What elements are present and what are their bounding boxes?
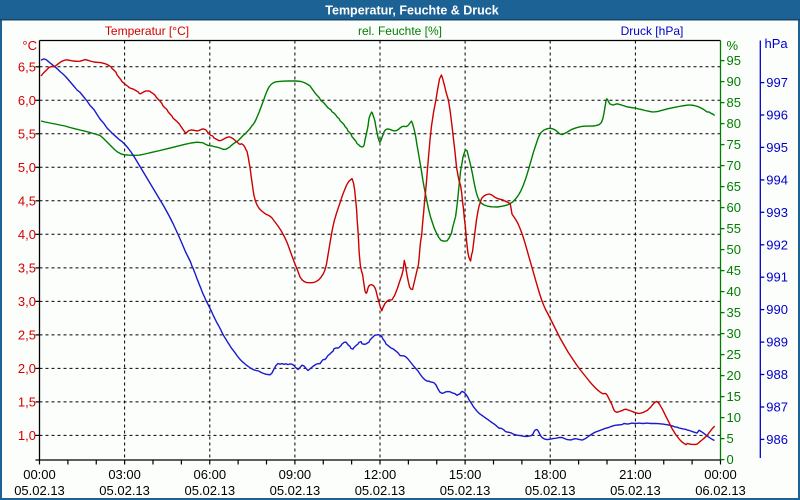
svg-text:993: 993	[766, 205, 788, 220]
svg-text:05.02.13: 05.02.13	[14, 483, 65, 498]
svg-text:987: 987	[766, 400, 788, 415]
svg-text:05.02.13: 05.02.13	[270, 483, 321, 498]
svg-text:65: 65	[727, 179, 741, 194]
svg-text:4,5: 4,5	[18, 193, 36, 208]
svg-text:03:00: 03:00	[108, 467, 141, 482]
svg-text:25: 25	[727, 347, 741, 362]
svg-text:2,5: 2,5	[18, 327, 36, 342]
svg-text:30: 30	[727, 326, 741, 341]
svg-text:5: 5	[727, 431, 734, 446]
svg-text:09:00: 09:00	[279, 467, 312, 482]
svg-text:15: 15	[727, 389, 741, 404]
svg-text:60: 60	[727, 200, 741, 215]
svg-text:997: 997	[766, 75, 788, 90]
svg-text:70: 70	[727, 158, 741, 173]
svg-text:05.02.13: 05.02.13	[355, 483, 406, 498]
svg-text:6,0: 6,0	[18, 93, 36, 108]
svg-text:989: 989	[766, 335, 788, 350]
svg-text:1,5: 1,5	[18, 394, 36, 409]
svg-text:992: 992	[766, 237, 788, 252]
svg-text:4,0: 4,0	[18, 227, 36, 242]
svg-text:%: %	[727, 38, 739, 53]
svg-text:00:00: 00:00	[23, 467, 56, 482]
svg-text:12:00: 12:00	[364, 467, 397, 482]
svg-text:988: 988	[766, 367, 788, 382]
svg-text:°C: °C	[22, 38, 37, 53]
svg-text:95: 95	[727, 53, 741, 68]
svg-text:5,5: 5,5	[18, 126, 36, 141]
svg-text:3,5: 3,5	[18, 260, 36, 275]
svg-text:05.02.13: 05.02.13	[99, 483, 150, 498]
svg-text:995: 995	[766, 140, 788, 155]
svg-text:05.02.13: 05.02.13	[610, 483, 661, 498]
svg-text:6,5: 6,5	[18, 59, 36, 74]
svg-text:Druck [hPa]: Druck [hPa]	[621, 24, 684, 38]
svg-text:2,0: 2,0	[18, 361, 36, 376]
svg-text:1,0: 1,0	[18, 428, 36, 443]
svg-text:06.02.13: 06.02.13	[695, 483, 746, 498]
svg-text:5,0: 5,0	[18, 160, 36, 175]
svg-text:85: 85	[727, 95, 741, 110]
svg-text:15:00: 15:00	[449, 467, 482, 482]
svg-text:06:00: 06:00	[194, 467, 227, 482]
svg-text:05.02.13: 05.02.13	[440, 483, 491, 498]
svg-text:986: 986	[766, 432, 788, 447]
svg-text:05.02.13: 05.02.13	[184, 483, 235, 498]
svg-text:991: 991	[766, 270, 788, 285]
svg-text:20: 20	[727, 368, 741, 383]
svg-text:90: 90	[727, 74, 741, 89]
svg-text:05.02.13: 05.02.13	[525, 483, 576, 498]
svg-text:00:00: 00:00	[704, 467, 737, 482]
svg-text:80: 80	[727, 116, 741, 131]
svg-text:0: 0	[727, 452, 734, 467]
svg-text:18:00: 18:00	[534, 467, 567, 482]
svg-text:21:00: 21:00	[619, 467, 652, 482]
svg-text:rel. Feuchte [%]: rel. Feuchte [%]	[358, 24, 442, 38]
svg-text:Temperatur, Feuchte & Druck: Temperatur, Feuchte & Druck	[325, 4, 498, 18]
svg-text:hPa: hPa	[765, 36, 789, 51]
svg-text:45: 45	[727, 263, 741, 278]
svg-text:35: 35	[727, 305, 741, 320]
svg-text:50: 50	[727, 242, 741, 257]
svg-text:3,0: 3,0	[18, 294, 36, 309]
svg-text:990: 990	[766, 302, 788, 317]
svg-text:55: 55	[727, 221, 741, 236]
svg-text:10: 10	[727, 410, 741, 425]
svg-text:996: 996	[766, 108, 788, 123]
svg-text:75: 75	[727, 137, 741, 152]
svg-text:40: 40	[727, 284, 741, 299]
svg-text:Temperatur [°C]: Temperatur [°C]	[105, 24, 189, 38]
svg-text:994: 994	[766, 172, 788, 187]
